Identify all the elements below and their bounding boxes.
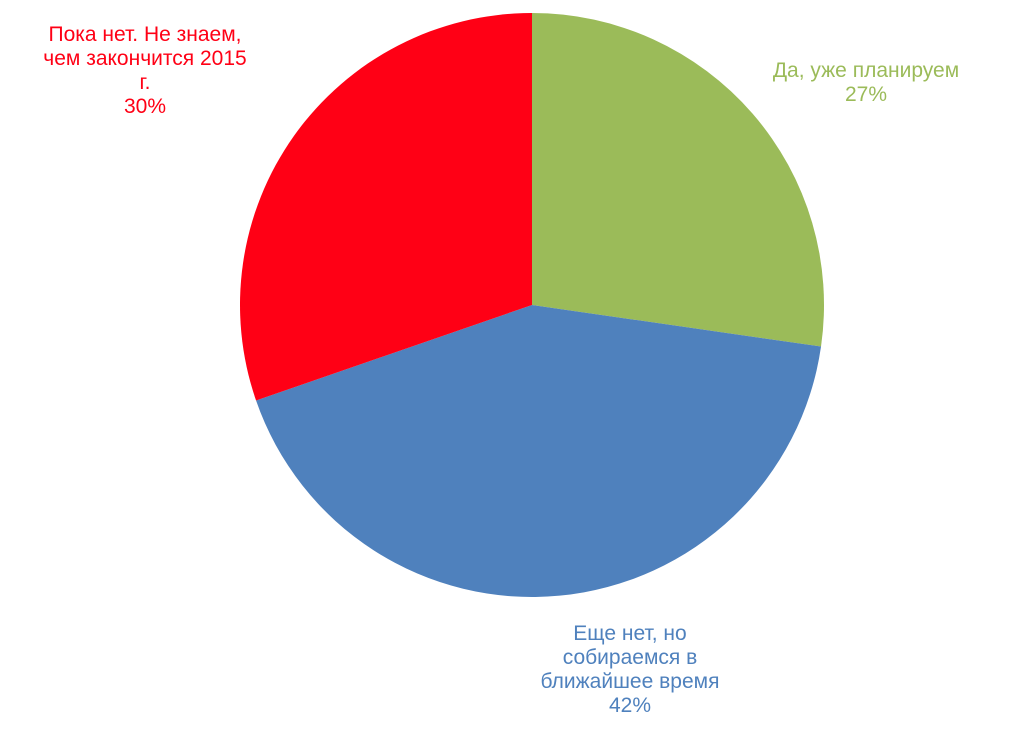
- slice-label-planning: Да, уже планируем 27%: [766, 59, 966, 107]
- slice-label-soon: Еще нет, но собираемся в ближайшее время…: [505, 622, 755, 718]
- pie-slice-0: [532, 13, 824, 347]
- slice-label-line: г.: [139, 71, 151, 94]
- pie-slice-2: [239, 13, 532, 401]
- slice-value-label: 27%: [844, 83, 888, 106]
- slice-label-line: чем закончится 2015: [43, 47, 247, 70]
- slice-label-line: ближайшее время: [540, 670, 720, 693]
- slice-label-line: собираемся в: [562, 646, 698, 669]
- pie-slice-1: [256, 305, 822, 598]
- slice-label-unknown: Пока нет. Не знаем, чем закончится 2015 …: [0, 23, 290, 119]
- slice-value-label: 30%: [123, 95, 167, 118]
- slice-value-label: 42%: [608, 694, 652, 717]
- slice-label-line: Пока нет. Не знаем,: [48, 23, 242, 46]
- slice-label-line: Да, уже планируем: [772, 59, 960, 82]
- slice-label-line: Еще нет, но: [573, 622, 687, 645]
